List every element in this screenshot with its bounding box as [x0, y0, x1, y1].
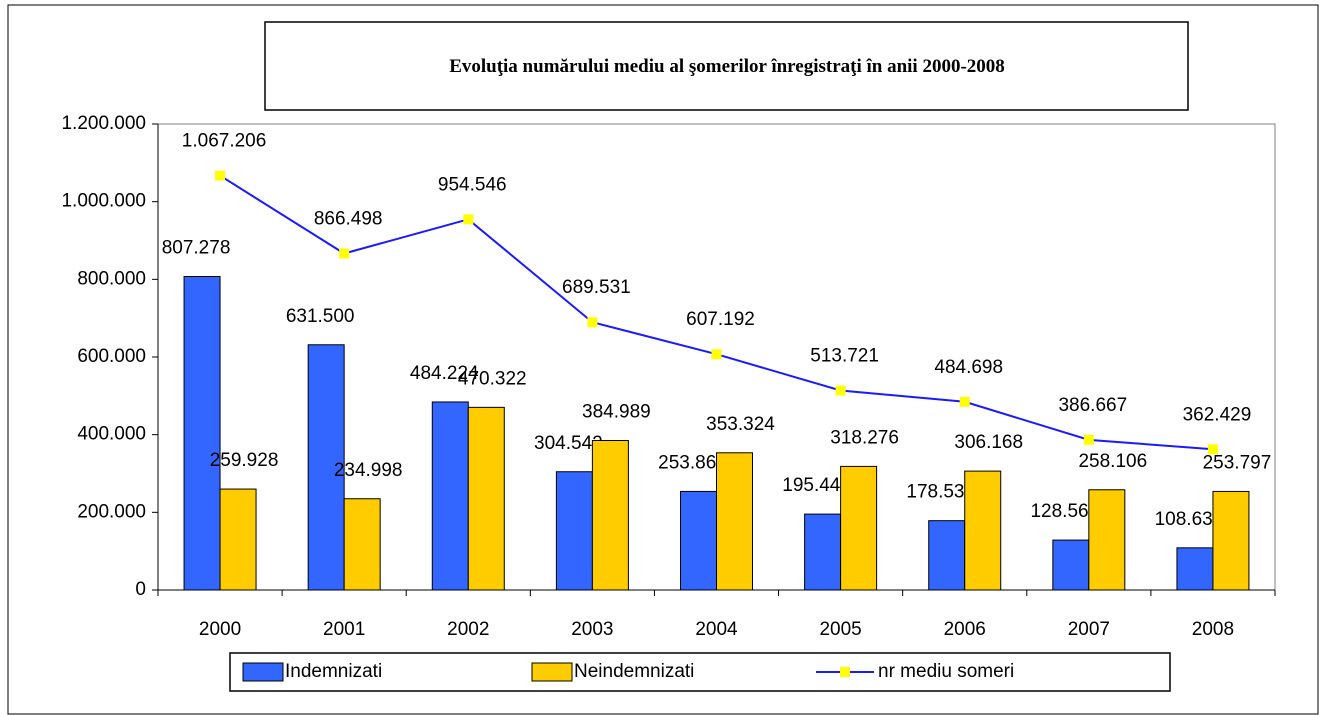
- x-tick-label: 2008: [1192, 619, 1234, 640]
- legend-swatch: [531, 662, 573, 682]
- x-tick-label: 2004: [695, 619, 738, 640]
- marker: [339, 248, 350, 259]
- x-tick-label: 2005: [819, 619, 861, 640]
- data-label: 384.989: [582, 402, 651, 423]
- y-tick-label: 600.000: [77, 346, 146, 367]
- y-tick-label: 200.000: [77, 501, 146, 522]
- data-label: 1.067.206: [182, 131, 267, 152]
- legend-marker: [840, 667, 850, 677]
- data-label: 128.561: [1030, 501, 1099, 522]
- marker: [463, 214, 474, 225]
- data-label: 304.542: [534, 433, 603, 454]
- bar: [467, 406, 505, 591]
- bar: [840, 465, 878, 591]
- data-label: 484.698: [934, 357, 1003, 378]
- bar: [555, 471, 593, 591]
- data-label: 318.276: [830, 427, 899, 448]
- y-tick-label: 800.000: [77, 268, 146, 289]
- bar: [343, 498, 381, 591]
- bar: [219, 488, 257, 591]
- y-tick-label: 0: [135, 579, 146, 600]
- bar: [183, 276, 221, 591]
- data-label: 258.106: [1078, 451, 1147, 472]
- data-label: 362.429: [1183, 404, 1252, 425]
- marker: [1083, 434, 1094, 445]
- data-label: 234.998: [334, 460, 403, 481]
- x-tick-label: 2007: [1068, 619, 1110, 640]
- bar: [431, 401, 469, 591]
- data-label: 484.224: [410, 363, 479, 384]
- chart-title-box: Evoluţia numărului mediu al şomerilor în…: [266, 24, 1188, 108]
- data-label: 470.322: [458, 368, 527, 389]
- y-tick-label: 1.000.000: [61, 191, 146, 212]
- chart-border: [7, 4, 1319, 715]
- data-label: 607.192: [686, 309, 755, 330]
- bar: [964, 470, 1002, 591]
- bar: [1176, 547, 1214, 591]
- bar: [680, 490, 717, 591]
- bar: [928, 520, 966, 591]
- bar: [716, 452, 753, 591]
- data-label: 306.168: [954, 432, 1023, 453]
- title-box: [264, 21, 1189, 111]
- data-label: 631.500: [286, 306, 355, 327]
- marker: [711, 349, 722, 360]
- data-label: 178.530: [906, 482, 975, 503]
- bar: [1052, 539, 1090, 591]
- data-label: 386.667: [1058, 395, 1127, 416]
- data-label: 513.721: [810, 346, 879, 367]
- data-label: 954.546: [438, 174, 507, 195]
- data-label: 259.928: [210, 450, 279, 471]
- data-label: 195.445: [782, 475, 851, 496]
- legend-swatch: [242, 662, 284, 682]
- data-label: 108.632: [1155, 509, 1224, 530]
- bar: [591, 439, 629, 591]
- marker: [215, 170, 226, 181]
- x-tick-label: 2000: [199, 619, 241, 640]
- marker: [835, 385, 846, 396]
- data-label: 253.797: [1203, 452, 1272, 473]
- bar: [307, 344, 345, 591]
- y-tick-label: 1.200.000: [61, 113, 146, 134]
- data-label: 866.498: [314, 209, 383, 230]
- legend-label: Indemnizati: [285, 661, 382, 682]
- data-label: 353.324: [706, 414, 775, 435]
- x-tick-label: 2001: [323, 619, 365, 640]
- marker: [959, 396, 970, 407]
- bar: [1088, 489, 1126, 591]
- x-tick-label: 2003: [571, 619, 613, 640]
- bar: [804, 513, 842, 591]
- data-label: 253.868: [658, 452, 727, 473]
- legend-label: Neindemnizati: [574, 661, 694, 682]
- chart-title: Evoluţia numărului mediu al şomerilor în…: [449, 55, 1005, 77]
- legend-box: [229, 652, 1171, 692]
- marker: [587, 317, 598, 328]
- data-label: 689.531: [562, 277, 631, 298]
- y-tick-label: 400.000: [77, 424, 146, 445]
- data-label: 807.278: [162, 238, 231, 259]
- marker: [1207, 444, 1218, 455]
- x-tick-label: 2006: [944, 619, 986, 640]
- legend-label: nr mediu someri: [878, 661, 1014, 682]
- x-tick-label: 2002: [447, 619, 489, 640]
- bar: [1212, 490, 1250, 591]
